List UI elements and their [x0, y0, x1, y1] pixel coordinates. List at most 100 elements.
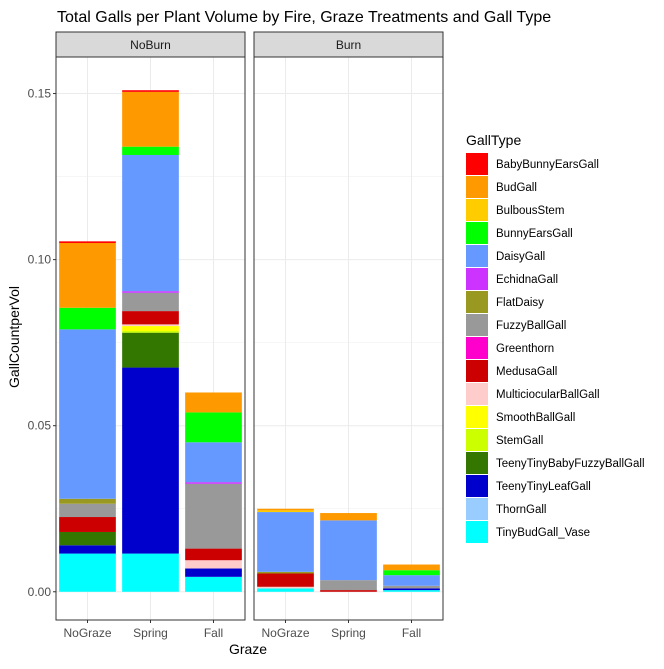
legend: GallType BabyBunnyEarsGall BudGall Bulbous… — [466, 132, 645, 543]
bar-segment — [59, 243, 116, 308]
plot-area: NoBurn NoGraze Spring Fall Burn NoGraze Spring… — [28, 31, 444, 640]
bar-segment — [122, 326, 179, 332]
legend-item-label: EchidnaGall — [496, 274, 558, 286]
x-tick-label: Spring — [133, 626, 168, 640]
legend-swatch — [466, 337, 488, 359]
bar-segment — [59, 503, 116, 518]
legend-item-label: FlatDaisy — [496, 297, 544, 309]
legend-swatch — [466, 406, 488, 428]
y-tick-label: 0.00 — [28, 585, 52, 599]
legend-swatch — [466, 383, 488, 405]
legend-swatch — [466, 429, 488, 451]
legend-swatch — [466, 475, 488, 497]
panel-border — [253, 56, 444, 621]
bar-segment — [257, 588, 314, 592]
bar-segment — [320, 520, 377, 581]
bar-segment — [122, 154, 179, 292]
legend-item-label: StemGall — [496, 435, 543, 447]
x-tick-label: NoGraze — [63, 626, 111, 640]
bar-segment — [122, 367, 179, 554]
bar-segment — [185, 568, 242, 577]
x-axis-title: Graze — [229, 641, 267, 657]
bar-segment — [257, 573, 314, 587]
y-tick-label: 0.05 — [28, 419, 52, 433]
legend-item-label: BabyBunnyEarsGall — [496, 159, 599, 171]
y-tick-label: 0.15 — [28, 87, 52, 101]
bar-segment — [185, 442, 242, 483]
bar-segment — [59, 553, 116, 592]
bar-segment — [59, 498, 116, 504]
x-tick-label: Fall — [402, 626, 421, 640]
facet-strip — [55, 31, 246, 58]
legend-title: GallType — [466, 132, 521, 148]
bar-segment — [320, 580, 377, 591]
bar-segment — [185, 548, 242, 561]
legend-swatch — [466, 268, 488, 290]
bar-segment — [185, 576, 242, 592]
legend-item-label: BulbousStem — [496, 205, 564, 217]
bar-segment — [257, 508, 314, 511]
legend-item-label: DaisyGall — [496, 251, 545, 263]
legend-swatch — [466, 521, 488, 543]
panel-border — [55, 56, 246, 621]
bar-segment — [59, 531, 116, 546]
bar-segment — [59, 329, 116, 499]
bar-segment — [257, 586, 314, 589]
facet-strip — [253, 31, 444, 58]
bar-segment — [59, 307, 116, 330]
legend-item-label: BudGall — [496, 182, 537, 194]
legend-swatch — [466, 498, 488, 520]
legend-swatch — [466, 314, 488, 336]
bar-segment — [59, 545, 116, 554]
bar-segment — [59, 241, 116, 244]
legend-item-label: BunnyEarsGall — [496, 228, 573, 240]
bar-segment — [122, 332, 179, 368]
bar-segment — [383, 575, 440, 586]
legend-swatch — [466, 199, 488, 221]
legend-item-label: FuzzyBallGall — [496, 320, 566, 332]
legend-swatch — [466, 452, 488, 474]
legend-item-label: Greenthorn — [496, 343, 554, 355]
legend-item-label: TeenyTinyLeafGall — [496, 481, 591, 493]
bar-segment — [122, 292, 179, 312]
chart-title: Total Galls per Plant Volume by Fire, Gr… — [57, 9, 551, 26]
bar-segment — [122, 324, 179, 327]
y-tick-label: 0.10 — [28, 253, 52, 267]
legend-swatch — [466, 291, 488, 313]
legend-item-label: MedusaGall — [496, 366, 557, 378]
bar-segment — [383, 570, 440, 576]
bar-segment — [185, 392, 242, 413]
legend-swatch — [466, 245, 488, 267]
legend-swatch — [466, 153, 488, 175]
legend-item-label: SmoothBallGall — [496, 412, 575, 424]
bar-segment — [320, 513, 377, 521]
facet-panel-burn: Burn NoGraze Spring Fall — [253, 31, 444, 640]
facet-strip-label: Burn — [336, 38, 361, 52]
bar-segment — [383, 588, 440, 591]
bar-segment — [383, 564, 440, 571]
bar-segment — [383, 590, 440, 592]
bar-segment — [122, 311, 179, 325]
bar-segment — [257, 512, 314, 572]
bar-segment — [185, 560, 242, 569]
x-tick-label: NoGraze — [261, 626, 309, 640]
bar-segment — [185, 482, 242, 484]
bar-segment — [122, 146, 179, 155]
x-tick-label: Spring — [331, 626, 366, 640]
legend-item-label: TinyBudGall_Vase — [496, 527, 590, 539]
legend-item-label: MulticiocularBallGall — [496, 389, 600, 401]
legend-swatch — [466, 360, 488, 382]
legend-item-label: TeenyTinyBabyFuzzyBallGall — [496, 458, 645, 470]
facet-panel-noburn: NoBurn NoGraze Spring Fall — [55, 31, 246, 640]
bar-segment — [257, 571, 314, 574]
bar-segment — [320, 590, 377, 592]
legend-swatch — [466, 222, 488, 244]
bar-segment — [122, 291, 179, 293]
bar-segment — [122, 331, 179, 333]
legend-item-label: ThornGall — [496, 504, 547, 516]
bar-segment — [185, 483, 242, 549]
bar-segment — [122, 90, 179, 92]
x-tick-label: Fall — [204, 626, 223, 640]
